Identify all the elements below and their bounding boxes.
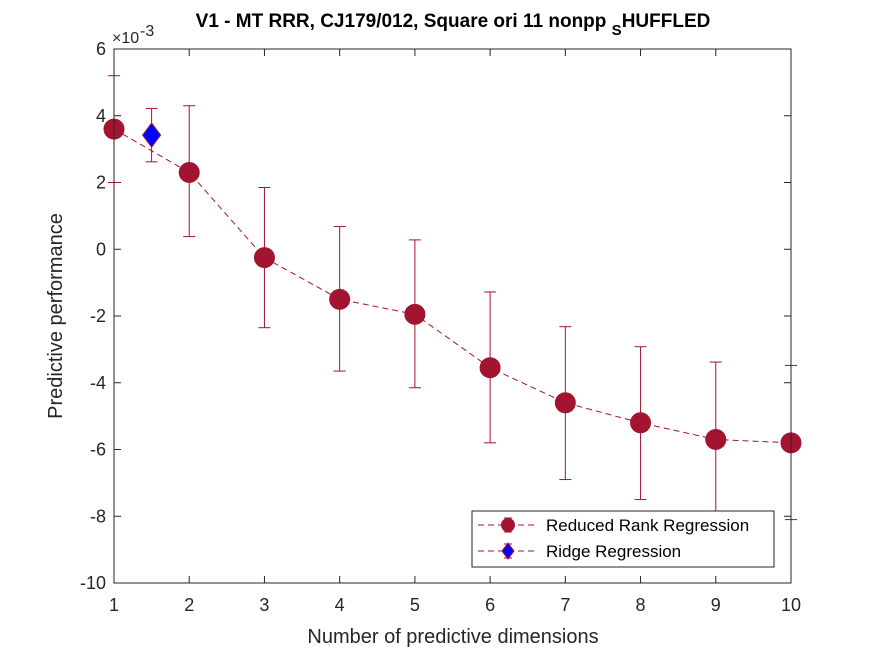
legend-ridge-marker	[501, 542, 515, 560]
y-axis-label: Predictive performance	[45, 213, 67, 419]
x-tick-label: 9	[711, 595, 721, 615]
x-tick-label: 5	[410, 595, 420, 615]
title-rest: HUFFLED	[622, 11, 711, 32]
y-exponent-power: -3	[140, 23, 154, 40]
data-point-marker	[178, 161, 200, 183]
legend-box	[471, 510, 775, 568]
title-subscript: S	[612, 22, 622, 39]
y-tick-label: -8	[90, 506, 106, 526]
x-axis-label: Number of predictive dimensions	[307, 626, 598, 648]
data-point-marker	[554, 392, 576, 414]
y-tick-label: -10	[80, 573, 106, 593]
legend-entry-rrr: Reduced Rank Regression	[478, 516, 749, 535]
title-main: V1 - MT RRR, CJ179/012, Square ori 11 no…	[196, 11, 612, 32]
x-tick-label: 10	[781, 595, 801, 615]
series-line	[113, 128, 792, 444]
y-tick-label: -2	[90, 306, 106, 326]
y-tick-label: -4	[90, 373, 106, 393]
y-tick-label: 0	[96, 239, 106, 259]
x-tick-label: 8	[636, 595, 646, 615]
x-tick-label: 6	[485, 595, 495, 615]
plot-frame	[113, 48, 792, 584]
chart-title: V1 - MT RRR, CJ179/012, Square ori 11 no…	[196, 11, 711, 39]
x-tick-label: 7	[560, 595, 570, 615]
axis-ticks: 1 2 3 4 5 6 7 8 9 10 -10 -8 -6 -4 -2 0 2 4 6	[80, 39, 801, 615]
y-tick-label: 4	[96, 106, 106, 126]
series-ridge-regression	[141, 107, 162, 163]
data-point-marker	[329, 288, 351, 310]
x-tick-label: 1	[109, 595, 119, 615]
plot-area	[114, 49, 791, 583]
legend-ridge-label: Ridge Regression	[546, 542, 681, 561]
x-tick-label: 4	[335, 595, 345, 615]
y-exponent-base: ×10	[112, 30, 139, 47]
legend-rrr-marker	[501, 518, 515, 532]
legend-entry-ridge: Ridge Regression	[478, 542, 681, 561]
x-tick-label: 3	[259, 595, 269, 615]
legend: Reduced Rank Regression Ridge Regression	[471, 510, 775, 568]
y-tick-label: -6	[90, 440, 106, 460]
data-point-marker	[141, 122, 162, 148]
x-tick-label: 2	[184, 595, 194, 615]
data-point-marker	[479, 357, 501, 379]
data-point-marker	[404, 303, 426, 325]
data-point-marker	[253, 247, 275, 269]
data-point-marker	[630, 412, 652, 434]
data-point-marker	[705, 428, 727, 450]
y-tick-label: 2	[96, 173, 106, 193]
y-tick-label: 6	[96, 39, 106, 59]
legend-rrr-label: Reduced Rank Regression	[546, 516, 749, 535]
